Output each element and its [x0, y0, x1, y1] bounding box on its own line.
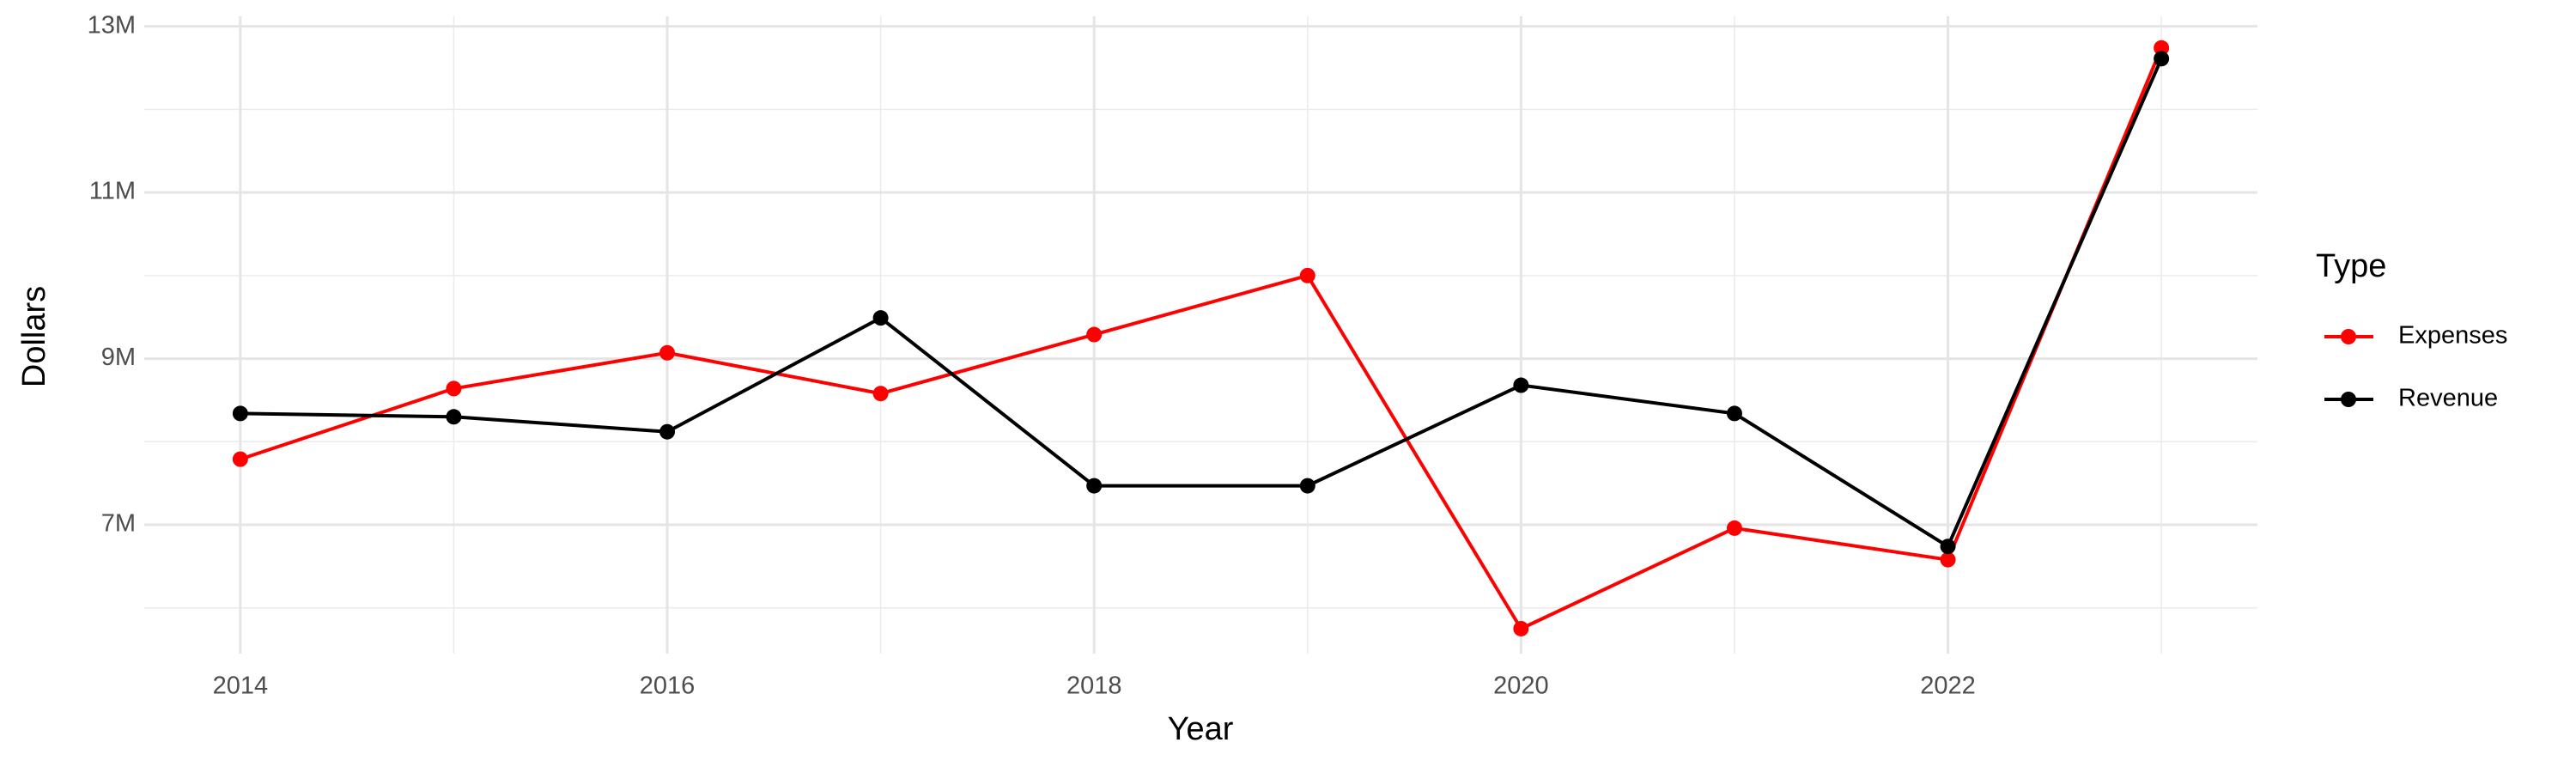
data-point [232, 405, 248, 422]
data-point [1086, 326, 1103, 343]
series-line [240, 58, 2163, 550]
legend-key-point [2341, 329, 2356, 344]
data-point [872, 310, 889, 326]
grid [144, 16, 2257, 654]
data-point [1513, 620, 1529, 636]
x-tick-label: 2020 [1493, 673, 1549, 700]
data-point [1299, 478, 1315, 494]
data-point [2154, 40, 2170, 56]
data-point [1086, 478, 1103, 494]
legend-title: Type [2316, 248, 2386, 284]
y-tick-label: 7M [101, 510, 136, 538]
x-tick-label: 2016 [640, 673, 696, 700]
data-point [1513, 377, 1529, 393]
data-point [232, 451, 248, 467]
y-axis-title: Dollars [16, 286, 52, 387]
data-point [1299, 267, 1315, 283]
y-tick-label: 13M [88, 11, 136, 39]
plot-area [232, 40, 2170, 636]
data-point [2154, 51, 2170, 67]
data-point [1940, 539, 1956, 555]
data-point [872, 386, 889, 402]
data-point [659, 423, 676, 440]
legend-label: Expenses [2398, 322, 2507, 350]
data-point [659, 344, 676, 361]
data-point [1726, 405, 1742, 422]
x-tick-label: 2022 [1920, 673, 1976, 700]
x-tick-label: 2018 [1066, 673, 1122, 700]
data-point [446, 409, 462, 425]
x-axis-title: Year [1168, 711, 1234, 747]
y-tick-label: 9M [101, 344, 136, 371]
y-tick-label: 11M [89, 178, 136, 205]
data-point [446, 380, 462, 397]
legend-key-point [2341, 392, 2356, 407]
series-line [240, 46, 2163, 631]
legend-label: Revenue [2398, 385, 2498, 412]
data-point [1940, 551, 1956, 568]
x-tick-label: 2014 [213, 673, 269, 700]
data-point [1726, 520, 1742, 536]
